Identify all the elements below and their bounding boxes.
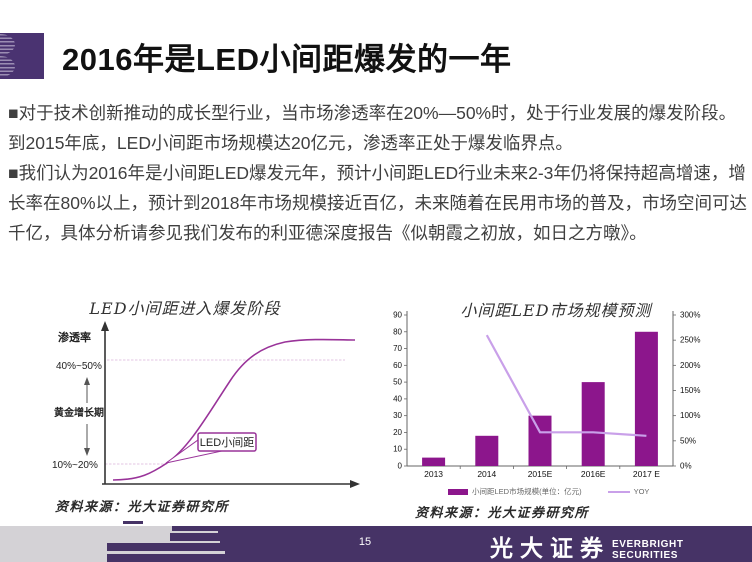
left-axis-tick: 0	[398, 462, 403, 471]
bar-2015E	[528, 415, 552, 466]
left-axis-tick: 70	[393, 344, 402, 353]
line-series-swatch	[607, 490, 630, 493]
footer: 15 光大证券 EVERBRIGHT SECURITIES	[0, 526, 752, 562]
left-axis-tick: 90	[393, 311, 402, 320]
right-axis-tick: 50%	[680, 436, 696, 445]
footer-step-gap	[107, 541, 220, 543]
lower-band-label: 10%~20%	[52, 460, 98, 471]
right-axis-tick: 300%	[680, 311, 700, 320]
market-chart-title: 小间距LED市场规模预测	[460, 301, 652, 320]
category-label: 2013	[424, 469, 443, 479]
stripe-semicircle-icon	[0, 34, 15, 55]
footer-step-stripe	[107, 543, 220, 551]
right-axis-tick: 200%	[680, 361, 700, 370]
upper-band-label: 40%~50%	[56, 361, 102, 372]
footer-step-stripe	[107, 554, 220, 562]
everbright-en-logo: EVERBRIGHT SECURITIES	[612, 539, 684, 561]
yoy-line	[485, 334, 647, 437]
footer-step-gap	[107, 551, 225, 554]
bar-series-swatch	[448, 488, 468, 495]
category-label: 2015E	[528, 469, 553, 479]
adoption-curve-chart: LED小间距进入爆发阶段 LED小间距 渗透率 40%~50% 黄金增长期 1	[40, 293, 390, 518]
right-axis-tick: 150%	[680, 386, 700, 395]
left-axis-tick: 40	[393, 394, 402, 403]
bar-2014	[475, 435, 499, 466]
bar-2017 E	[634, 331, 658, 466]
page-title: 2016年是LED小间距爆发的一年	[62, 42, 512, 77]
everbright-cn-logo: 光大证券	[490, 535, 610, 562]
category-label: 2014	[477, 469, 496, 479]
adoption-curve-svg: LED小间距 渗透率 40%~50% 黄金增长期 10%~20%	[52, 321, 360, 488]
callout-label: LED小间距	[200, 436, 254, 449]
adoption-chart-title: LED小间距进入爆发阶段	[89, 299, 281, 318]
left-axis-tick: 10	[393, 445, 402, 454]
footer-step-stripe	[172, 526, 210, 531]
page-number: 15	[358, 536, 372, 548]
source-note-left: 资料来源：光大证券研究所	[55, 500, 230, 515]
y-axis-label: 渗透率	[58, 330, 91, 344]
source-note-right: 资料来源：光大证券研究所	[415, 506, 590, 521]
left-axis-tick: 60	[393, 361, 402, 370]
line-series-label: YOY	[633, 487, 650, 496]
right-axis-tick: 250%	[680, 336, 700, 345]
chart-legend: 小间距LED市场规模(单位：亿元) YOY	[448, 486, 649, 497]
s-curve	[112, 338, 356, 481]
mid-phase-label: 黄金增长期	[54, 406, 104, 419]
stripe-semicircle-icon	[0, 56, 15, 77]
market-forecast-chart: 小间距LED市场规模预测 0 10 20 30 40 50 60 70 80 90 0% 50% 100…	[390, 295, 752, 525]
body-paragraph: ■对于技术创新推动的成长型行业，当市场渗透率在20%—50%时，处于行业发展的爆…	[8, 103, 737, 153]
category-label: 2016E	[581, 469, 606, 479]
footer-step-stripe	[123, 521, 143, 524]
left-axis-tick: 50	[393, 378, 402, 387]
right-axis-tick: 100%	[680, 411, 700, 420]
left-axis-tick: 80	[393, 327, 402, 336]
bar-2013	[422, 457, 446, 466]
category-label: 2017 E	[633, 469, 660, 479]
right-axis-tick: 0%	[680, 462, 692, 471]
body-paragraph: ■我们认为2016年是小间距LED爆发元年，预计小间距LED行业未来2-3年仍将…	[8, 163, 747, 243]
market-chart-svg: 0 10 20 30 40 50 60 70 80 90 0% 50% 100% 150% 200% 250%…	[393, 311, 700, 480]
footer-step-gap	[172, 531, 218, 533]
bar-2016E	[581, 382, 605, 466]
bar-series-label: 小间距LED市场规模(单位：亿元)	[472, 487, 582, 496]
left-axis-tick: 30	[393, 411, 402, 420]
footer-step-stripe	[170, 533, 218, 541]
left-axis-tick: 20	[393, 428, 402, 437]
body-text: ■对于技术创新推动的成长型行业，当市场渗透率在20%—50%时，处于行业发展的爆…	[8, 98, 748, 248]
title-corner-decoration	[0, 33, 44, 79]
